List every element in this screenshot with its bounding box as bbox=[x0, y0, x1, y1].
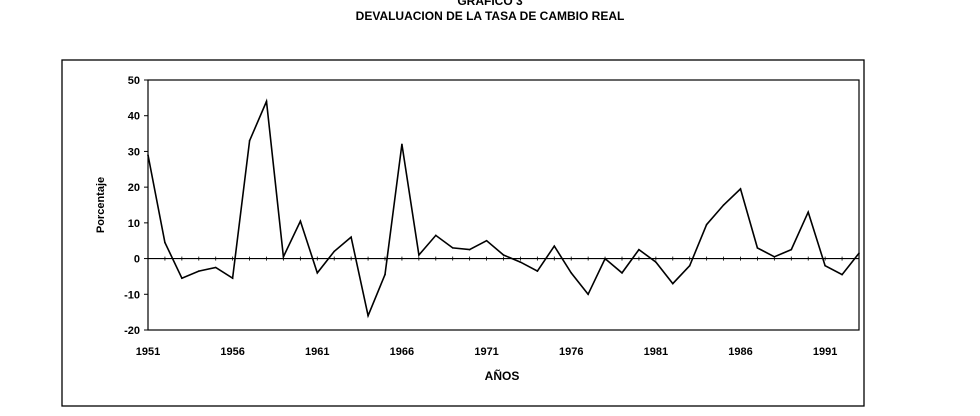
data-point bbox=[367, 314, 369, 317]
data-point bbox=[671, 282, 674, 285]
data-point bbox=[164, 241, 166, 244]
data-point bbox=[147, 154, 149, 156]
data-point bbox=[655, 261, 657, 263]
data-point bbox=[773, 255, 776, 258]
x-tick-label: 1951 bbox=[136, 346, 160, 358]
data-point bbox=[722, 204, 725, 206]
data-point bbox=[401, 143, 403, 146]
y-tick-label: -20 bbox=[124, 325, 140, 337]
x-tick-label: 1961 bbox=[305, 346, 329, 358]
data-point bbox=[197, 270, 200, 272]
y-tick-label: 20 bbox=[128, 182, 140, 194]
data-point bbox=[570, 272, 573, 274]
x-tick-label: 1971 bbox=[474, 346, 498, 358]
y-tick-label: 30 bbox=[128, 146, 140, 158]
data-point bbox=[231, 277, 234, 280]
y-axis-label: Porcentaje bbox=[95, 177, 107, 233]
y-axis: 50 40 30 20 10 0 -10 -20 bbox=[124, 75, 148, 337]
data-point bbox=[485, 239, 488, 242]
data-point bbox=[604, 257, 606, 260]
x-tick-label: 1981 bbox=[644, 346, 668, 358]
chart-title-block: GRAFICO 3 DEVALUACION DE LA TASA DE CAMB… bbox=[0, 0, 980, 24]
data-point bbox=[688, 264, 691, 267]
data-point bbox=[756, 247, 759, 249]
figure-label: GRAFICO 3 bbox=[457, 0, 523, 8]
x-tick-label: 1991 bbox=[813, 346, 837, 358]
data-point bbox=[553, 245, 556, 247]
data-point bbox=[282, 255, 285, 258]
data-point bbox=[841, 273, 843, 276]
data-point bbox=[739, 188, 742, 190]
data-point bbox=[299, 220, 302, 222]
chart-frame bbox=[61, 59, 865, 407]
data-point bbox=[858, 252, 860, 255]
data-point bbox=[638, 248, 640, 251]
x-tick-label: 1966 bbox=[390, 346, 414, 358]
chart-title: DEVALUACION DE LA TASA DE CAMBIO REAL bbox=[355, 9, 625, 23]
data-point bbox=[248, 139, 251, 142]
y-tick-label: 40 bbox=[128, 111, 140, 123]
data-point bbox=[468, 248, 471, 251]
data-point bbox=[350, 236, 352, 238]
y-tick-label: 50 bbox=[128, 75, 140, 87]
x-axis: 1951 1956 1961 1966 1971 1976 1981 1986 1991 bbox=[136, 256, 860, 358]
data-point bbox=[316, 272, 319, 274]
x-tick-label: 1986 bbox=[728, 346, 752, 358]
data-point bbox=[214, 266, 217, 269]
data-points bbox=[147, 100, 860, 317]
data-point bbox=[621, 272, 623, 274]
data-point bbox=[519, 261, 522, 263]
data-point bbox=[536, 270, 539, 272]
data-point bbox=[384, 273, 386, 276]
y-tick-label: -10 bbox=[124, 289, 140, 301]
series-line bbox=[147, 98, 860, 319]
x-tick-label: 1956 bbox=[220, 346, 244, 358]
data-point bbox=[502, 254, 505, 256]
data-point bbox=[434, 234, 437, 237]
data-point bbox=[807, 211, 810, 213]
y-tick-label: 0 bbox=[134, 254, 140, 266]
data-point bbox=[705, 223, 708, 226]
data-point bbox=[451, 247, 454, 249]
data-point bbox=[418, 254, 420, 256]
x-axis-label: AÑOS bbox=[485, 368, 520, 383]
y-tick-label: 10 bbox=[128, 218, 140, 230]
x-tick-label: 1976 bbox=[559, 346, 583, 358]
data-point bbox=[587, 293, 589, 296]
data-point bbox=[333, 250, 336, 253]
data-point bbox=[265, 100, 268, 103]
plot-area bbox=[147, 79, 860, 331]
data-point bbox=[181, 277, 183, 280]
data-point bbox=[824, 264, 826, 267]
data-point bbox=[790, 248, 793, 251]
